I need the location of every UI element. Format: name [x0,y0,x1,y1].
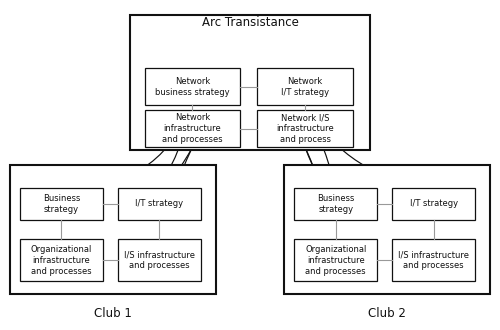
Bar [258,110,353,147]
Bar [392,188,475,220]
Text: Club 2: Club 2 [368,307,406,320]
Text: Organizational
infrastructure
and processes: Organizational infrastructure and proces… [30,245,92,276]
Text: I/T strategy: I/T strategy [410,199,458,208]
Text: Network
infrastructure
and processes: Network infrastructure and processes [162,113,222,144]
Text: Club 1: Club 1 [94,307,132,320]
Bar [392,239,475,281]
Text: I/S infrastructure
and processes: I/S infrastructure and processes [398,250,469,271]
Bar [144,110,240,147]
Text: I/S infrastructure
and processes: I/S infrastructure and processes [124,250,195,271]
Bar [20,188,103,220]
Bar [20,239,103,281]
Text: Business
strategy: Business strategy [42,194,80,214]
Bar [118,188,201,220]
Bar [284,165,490,294]
Text: Network
business strategy: Network business strategy [155,77,230,97]
Bar [294,188,378,220]
Bar [130,15,370,150]
Text: Organizational
infrastructure
and processes: Organizational infrastructure and proces… [305,245,366,276]
Text: Arc Transistance: Arc Transistance [202,16,298,29]
Bar [294,239,378,281]
Bar [10,165,216,294]
Bar [258,68,353,105]
Text: Network I/S
infrastructure
and process: Network I/S infrastructure and process [276,113,334,144]
Bar [118,239,201,281]
Text: Business
strategy: Business strategy [317,194,354,214]
Bar [144,68,240,105]
Text: I/T strategy: I/T strategy [136,199,184,208]
Text: Network
I/T strategy: Network I/T strategy [281,77,329,97]
